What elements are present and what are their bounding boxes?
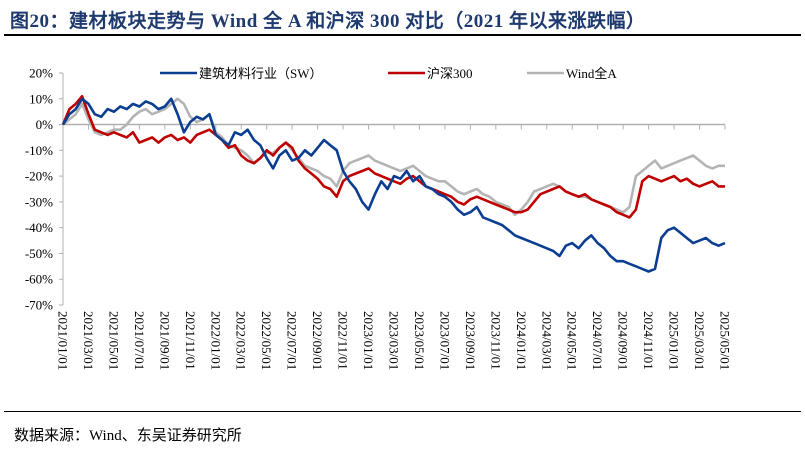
- x-tick-label: 2023/01/01: [361, 311, 376, 370]
- x-tick-label: 2023/11/01: [488, 311, 503, 370]
- x-tick-label: 2023/07/01: [437, 311, 452, 370]
- y-tick-label: -20%: [25, 169, 53, 184]
- x-tick-label: 2025/05/01: [718, 311, 733, 370]
- x-tick-label: 2023/05/01: [412, 311, 427, 370]
- x-tick-label: 2021/11/01: [183, 311, 198, 370]
- x-tick-label: 2023/09/01: [463, 311, 478, 370]
- x-tick-label: 2025/01/01: [667, 311, 682, 370]
- x-tick-label: 2021/07/01: [132, 311, 147, 370]
- x-tick-label: 2024/09/01: [616, 311, 631, 370]
- x-tick-label: 2023/03/01: [387, 311, 402, 370]
- x-tick-label: 2021/05/01: [106, 311, 121, 370]
- series-line-hs300: [61, 94, 725, 219]
- figure-title: 图20：建材板块走势与 Wind 全 A 和沪深 300 对比（2021 年以来…: [10, 11, 646, 32]
- legend-label-hs300: 沪深300: [427, 66, 473, 81]
- x-tick-label: 2022/09/01: [310, 311, 325, 370]
- x-tick-label: 2021/09/01: [157, 311, 172, 370]
- x-tick-label: 2022/11/01: [336, 311, 351, 370]
- x-tick-label: 2021/03/01: [81, 311, 96, 370]
- x-tick-label: 2024/03/01: [539, 311, 554, 370]
- y-tick-label: 20%: [29, 66, 53, 81]
- source-rule: [4, 411, 801, 412]
- y-tick-label: 0%: [36, 117, 54, 132]
- x-tick-label: 2021/01/01: [56, 311, 71, 370]
- x-tick-label: 2022/01/01: [208, 311, 223, 370]
- y-tick-label: -60%: [25, 272, 53, 287]
- line-chart: 20%10%0%-10%-20%-30%-40%-50%-60%-70%2021…: [25, 66, 733, 371]
- x-tick-label: 2024/01/01: [514, 311, 529, 370]
- x-tick-label: 2024/11/01: [641, 311, 656, 370]
- y-tick-label: -30%: [25, 194, 53, 209]
- y-tick-label: 10%: [29, 91, 53, 106]
- series-line-winda: [62, 97, 725, 217]
- title-rule: [4, 34, 801, 36]
- legend-label-sw: 建筑材料行业（SW）: [199, 66, 323, 81]
- x-tick-label: 2025/03/01: [692, 311, 707, 370]
- y-tick-label: -10%: [25, 143, 53, 158]
- x-tick-label: 2022/07/01: [285, 311, 300, 370]
- legend: 建筑材料行业（SW） 沪深300 Wind全A: [160, 66, 617, 81]
- series-layer: [61, 94, 726, 273]
- y-tick-label: -40%: [25, 220, 53, 235]
- y-tick-label: -70%: [25, 298, 53, 313]
- axes: 20%10%0%-10%-20%-30%-40%-50%-60%-70%2021…: [25, 66, 733, 371]
- legend-label-winda: Wind全A: [566, 66, 617, 81]
- x-tick-label: 2022/05/01: [259, 311, 274, 370]
- x-tick-label: 2022/03/01: [234, 311, 249, 370]
- x-tick-label: 2024/05/01: [565, 311, 580, 370]
- x-tick-label: 2024/07/01: [590, 311, 605, 370]
- source-note: 数据来源：Wind、东吴证券研究所: [14, 428, 242, 444]
- series-line-sw: [61, 97, 726, 273]
- y-tick-label: -50%: [25, 246, 53, 261]
